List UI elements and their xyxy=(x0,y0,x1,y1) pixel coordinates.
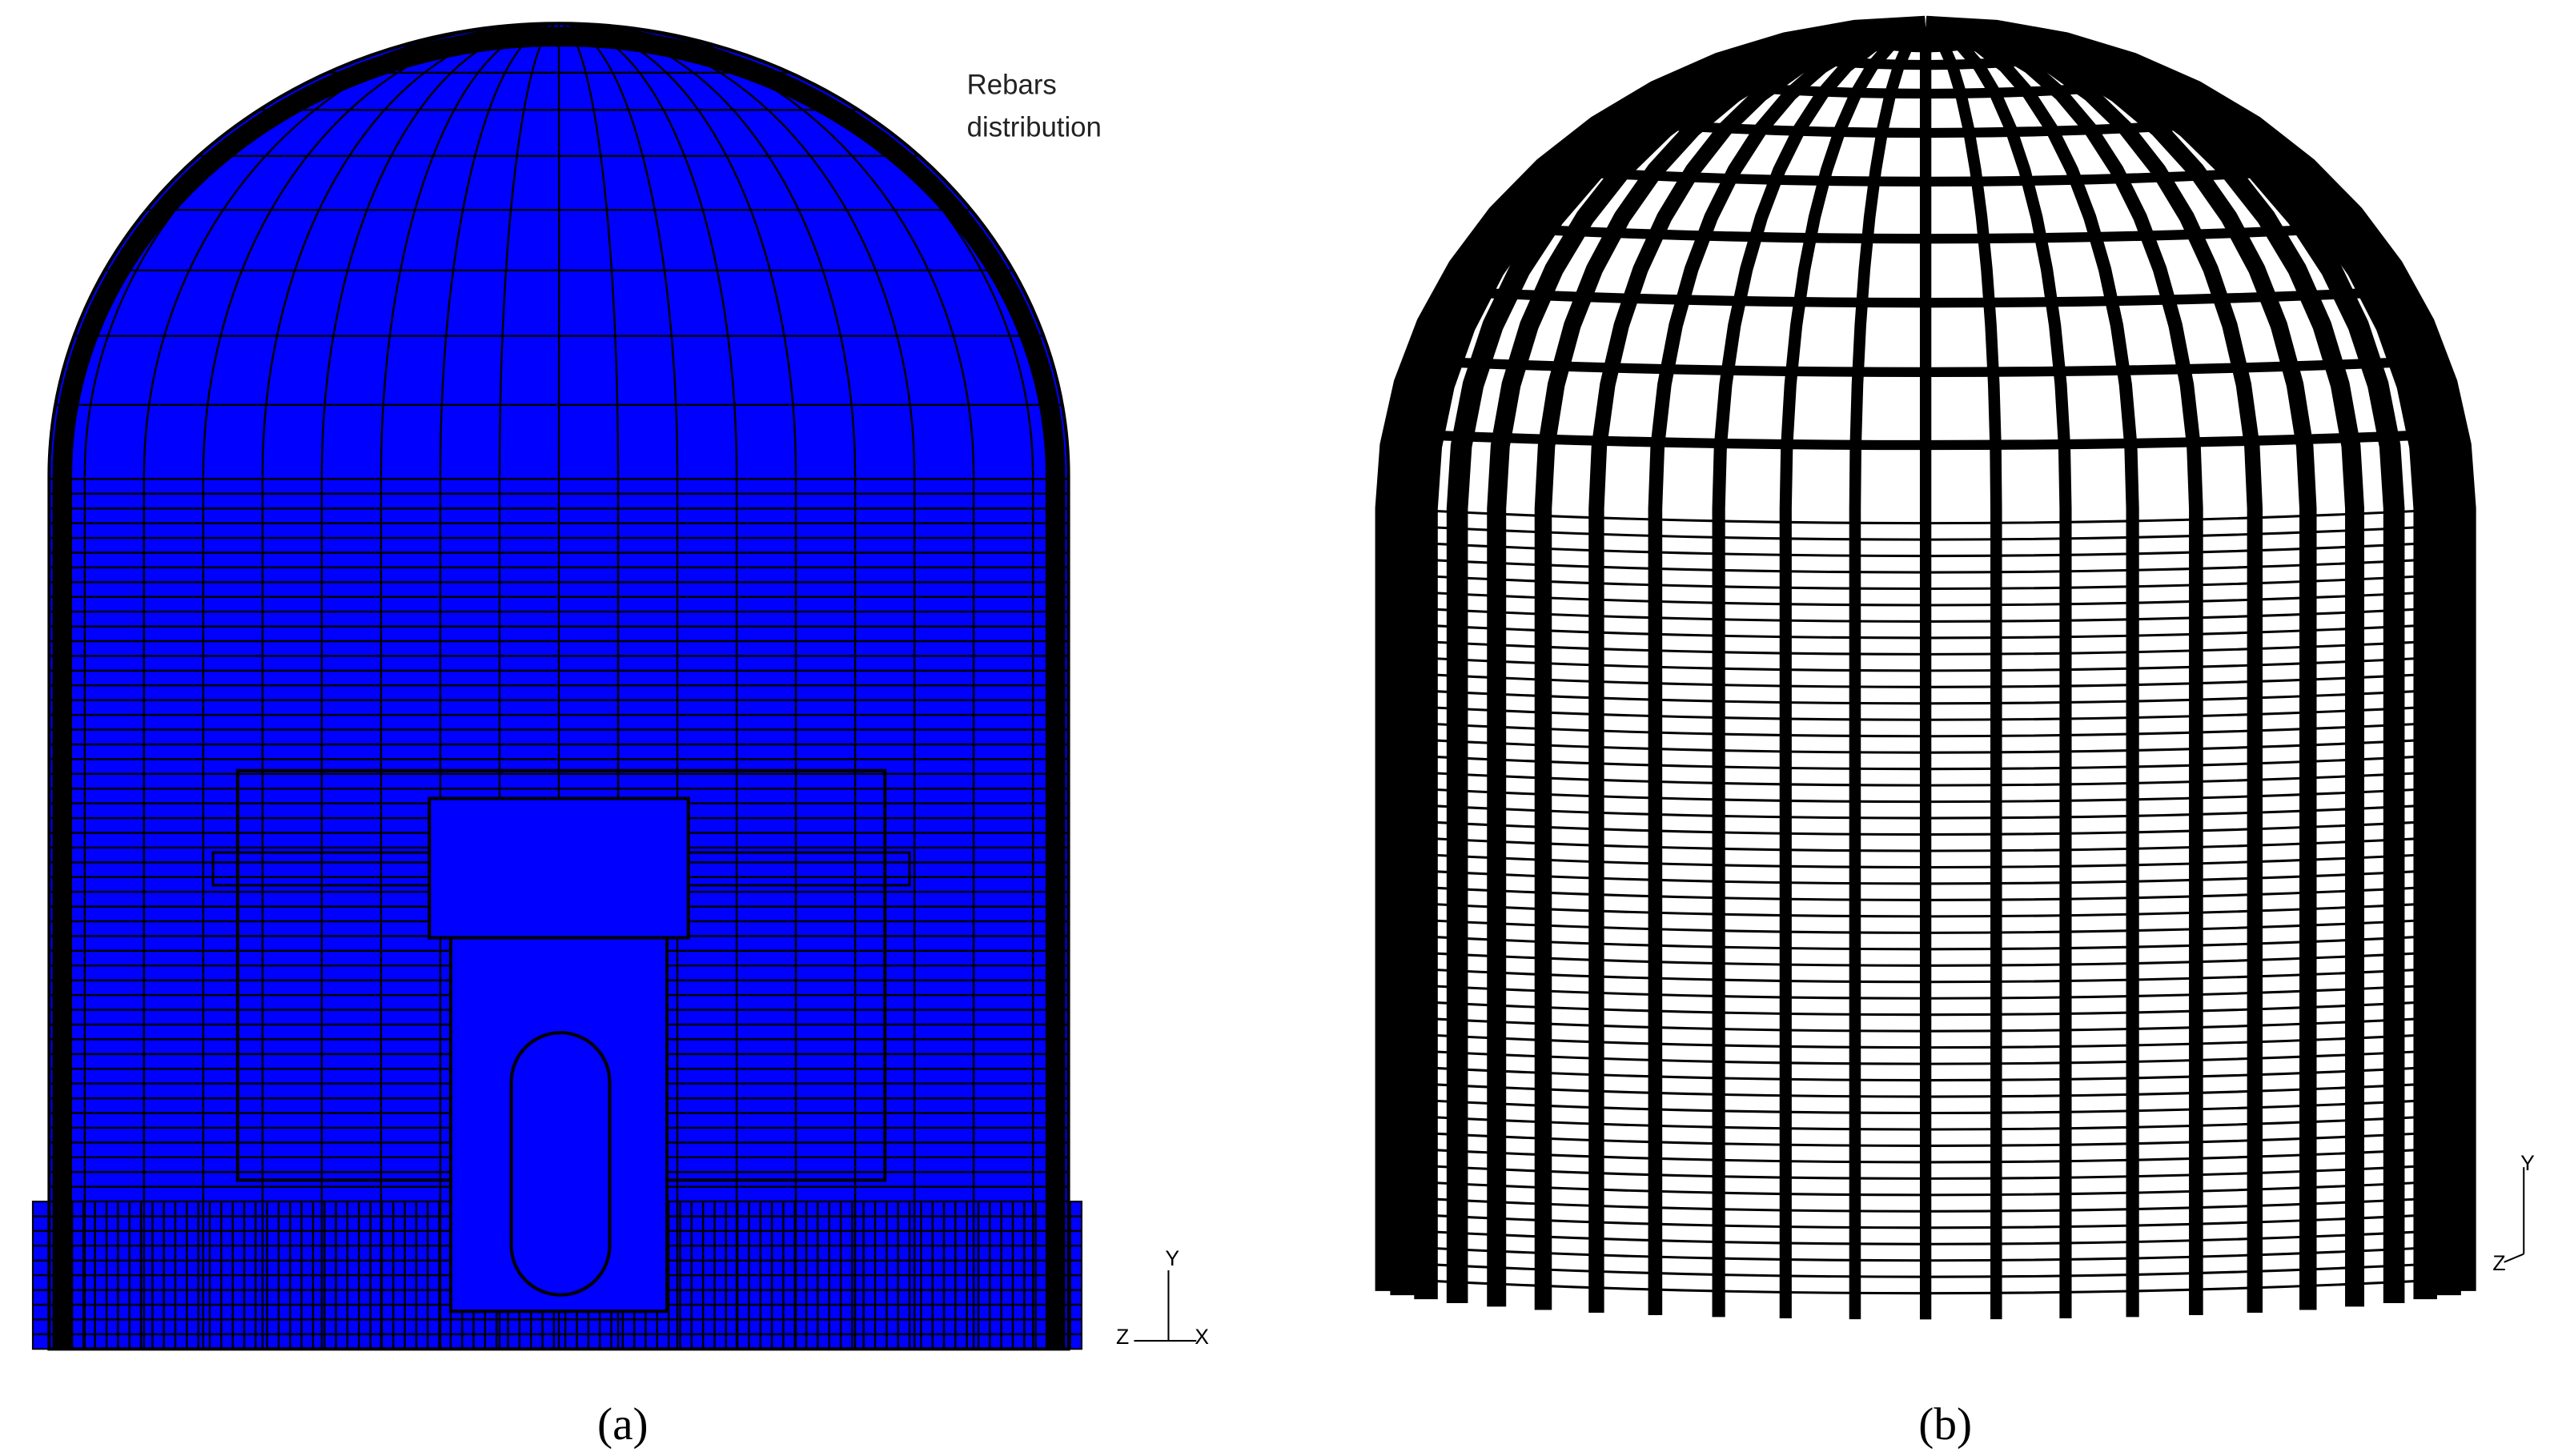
rebar xyxy=(1925,15,2476,1291)
axis-label: Y xyxy=(2520,1151,2535,1175)
panel-b: Y Z (b) xyxy=(1375,15,2535,1450)
rebar xyxy=(1648,22,1927,1315)
annotation: distribution xyxy=(967,113,1102,143)
axis-triad xyxy=(1134,1270,1197,1342)
panel-label: (b) xyxy=(1918,1399,1972,1450)
axis-label: Y xyxy=(1165,1246,1179,1270)
axis-label: X xyxy=(1195,1325,1209,1349)
reactor-vessel xyxy=(509,1031,612,1297)
axis-label: Z xyxy=(1116,1325,1129,1349)
rebar xyxy=(1924,24,2072,1319)
rebar xyxy=(1924,23,2139,1318)
rebar-cage xyxy=(1375,15,2476,1320)
column-head xyxy=(428,796,690,940)
rebar xyxy=(1779,24,1927,1319)
axis-triad xyxy=(2504,1167,2525,1263)
rebar xyxy=(1849,24,1929,1320)
panel-label: (a) xyxy=(597,1399,649,1450)
outer-wall xyxy=(52,26,1066,1350)
rebar xyxy=(1712,23,1927,1318)
axis-label: Z xyxy=(2492,1251,2505,1275)
rebar xyxy=(1588,22,1927,1313)
panel-a: Rebars distribution Y Z X (a) xyxy=(31,22,1209,1450)
rebar xyxy=(1923,24,2002,1320)
annotation: Rebars xyxy=(967,70,1057,100)
